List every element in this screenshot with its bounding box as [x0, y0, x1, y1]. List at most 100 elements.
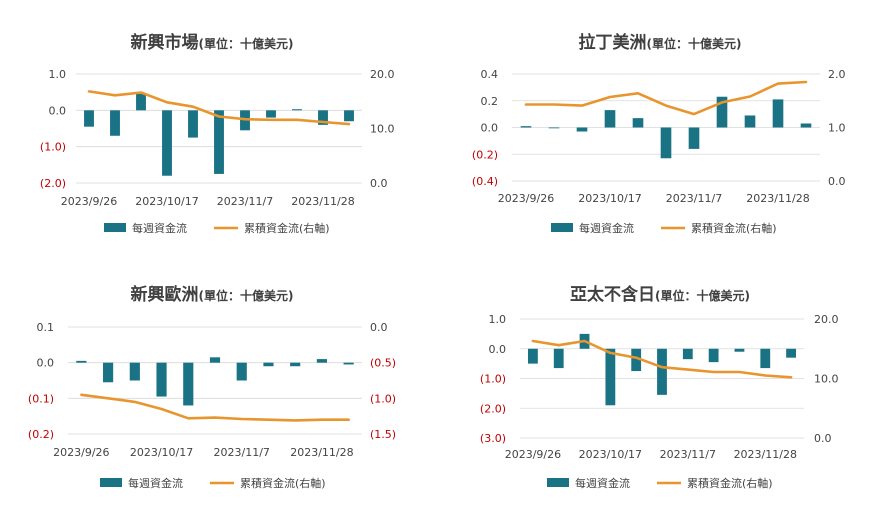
x-tick-label: 2023/9/26 — [61, 195, 117, 208]
x-tick-label: 2023/10/17 — [135, 195, 198, 208]
x-tick-label: 2023/10/17 — [579, 448, 642, 461]
bar — [708, 348, 719, 363]
chart-title: 拉丁美洲(單位：十億美元) — [579, 32, 742, 53]
chart-unit-text: (單位：十億美元) — [655, 288, 750, 303]
legend-swatch-bar — [547, 478, 569, 487]
chart-unit-text: (單位：十億美元) — [647, 36, 742, 51]
bar — [772, 99, 784, 128]
right-tick-label: 20.0 — [370, 68, 395, 81]
bar — [716, 96, 728, 128]
bar — [660, 127, 672, 159]
bar — [520, 126, 532, 128]
left-tick-label: 0.4 — [481, 68, 499, 81]
right-tick-label: 0.0 — [370, 321, 388, 334]
right-tick-label: 10.0 — [370, 123, 395, 136]
legend: 每週資金流 累積資金流(右軸) — [551, 221, 777, 235]
bar — [290, 362, 301, 367]
left-tick-label: 0.0 — [481, 122, 499, 135]
chart-unit-text: (單位：十億美元) — [199, 36, 294, 51]
legend: 每週資金流 累積資金流(右軸) — [104, 221, 330, 235]
bar — [553, 348, 564, 369]
bar — [209, 357, 221, 363]
x-tick-label: 2023/11/7 — [660, 448, 716, 461]
chart-panel-1: 新興市場(單位：十億美元) 1.0 0.0 (1.0) (2.0) 20.0 10.0 0.0… — [40, 32, 395, 235]
x-tick-label: 2023/11/28 — [290, 446, 353, 459]
x-tick-label: 2023/11/7 — [214, 446, 270, 459]
left-tick-label: 0.0 — [489, 343, 507, 356]
bar — [688, 127, 700, 149]
bar — [605, 348, 616, 406]
bar — [156, 362, 167, 397]
chart-title: 新興歐洲(單位：十億美元) — [131, 284, 294, 305]
bar — [800, 123, 812, 128]
bar — [292, 109, 302, 111]
chart-panel-4: 亞太不含日(單位：十億美元) 1.0 0.0 (1.0) (2.0) (3.0) 20.0 1… — [480, 284, 839, 490]
x-tick-label: 2023/9/26 — [505, 448, 561, 461]
legend-label: 累積資金流(右軸) — [244, 221, 330, 235]
left-tick-label: 1.0 — [49, 68, 67, 81]
x-tick-label: 2023/11/28 — [746, 192, 809, 205]
x-tick-label: 2023/11/28 — [734, 448, 797, 461]
cumulative-line — [531, 339, 793, 379]
legend-swatch-bar — [104, 223, 126, 232]
right-tick-label: (0.5) — [370, 357, 396, 370]
bar — [214, 110, 224, 174]
left-tick-label: (2.0) — [480, 402, 506, 415]
chart-title: 新興市場(單位：十億美元) — [131, 32, 294, 53]
x-tick-label: 2023/9/26 — [53, 446, 109, 459]
bar — [263, 362, 274, 367]
bar — [576, 127, 588, 132]
bar — [84, 110, 94, 127]
bar — [548, 127, 560, 129]
bar — [103, 362, 114, 383]
chart-unit-text: (單位：十億美元) — [199, 288, 294, 303]
x-tick-label: 2023/11/7 — [666, 192, 722, 205]
left-tick-label: (1.0) — [480, 373, 506, 386]
bar — [760, 348, 771, 369]
bar — [632, 118, 644, 128]
bar — [318, 110, 328, 125]
bar — [236, 362, 247, 381]
right-tick-label: (1.0) — [370, 392, 396, 405]
bar — [129, 362, 140, 381]
bar — [110, 110, 120, 136]
cumulative-line — [80, 393, 350, 422]
chart-title-text: 新興市場 — [131, 32, 199, 53]
bar — [631, 348, 642, 372]
x-tick-label: 2023/11/7 — [217, 195, 273, 208]
cumulative-line — [87, 90, 351, 126]
left-tick-label: 0.2 — [481, 95, 499, 108]
bar — [682, 348, 693, 360]
legend-label: 每週資金流 — [128, 476, 183, 490]
left-tick-label: 0.1 — [37, 321, 55, 334]
right-tick-label: 1.0 — [828, 122, 846, 135]
legend-label: 累積資金流(右軸) — [240, 476, 326, 490]
left-tick-label: (0.2) — [472, 148, 498, 161]
legend-label: 每週資金流 — [575, 476, 630, 490]
left-tick-label: (0.2) — [28, 428, 54, 441]
bar — [136, 93, 146, 111]
right-tick-label: 0.0 — [370, 177, 388, 190]
left-tick-label: (1.0) — [40, 141, 66, 154]
chart-title-text: 亞太不含日 — [570, 284, 655, 305]
x-tick-label: 2023/10/17 — [130, 446, 193, 459]
cumulative-line — [524, 80, 808, 116]
chart-title-text: 拉丁美洲 — [579, 32, 647, 53]
bar — [76, 360, 87, 363]
left-tick-label: 1.0 — [489, 313, 507, 326]
bar — [162, 110, 172, 176]
x-tick-label: 2023/9/26 — [498, 192, 554, 205]
chart-title-text: 新興歐洲 — [131, 284, 199, 305]
right-tick-label: 2.0 — [828, 68, 846, 81]
bar — [266, 110, 276, 118]
left-tick-label: (2.0) — [40, 177, 66, 190]
right-tick-label: (1.5) — [370, 428, 396, 441]
chart-title: 亞太不含日(單位：十億美元) — [570, 284, 750, 305]
x-tick-label: 2023/10/17 — [578, 192, 641, 205]
legend: 每週資金流 累積資金流(右軸) — [547, 476, 773, 490]
bar — [604, 110, 616, 128]
bar — [744, 115, 756, 128]
left-tick-label: 0.0 — [37, 357, 55, 370]
bar — [316, 359, 327, 363]
